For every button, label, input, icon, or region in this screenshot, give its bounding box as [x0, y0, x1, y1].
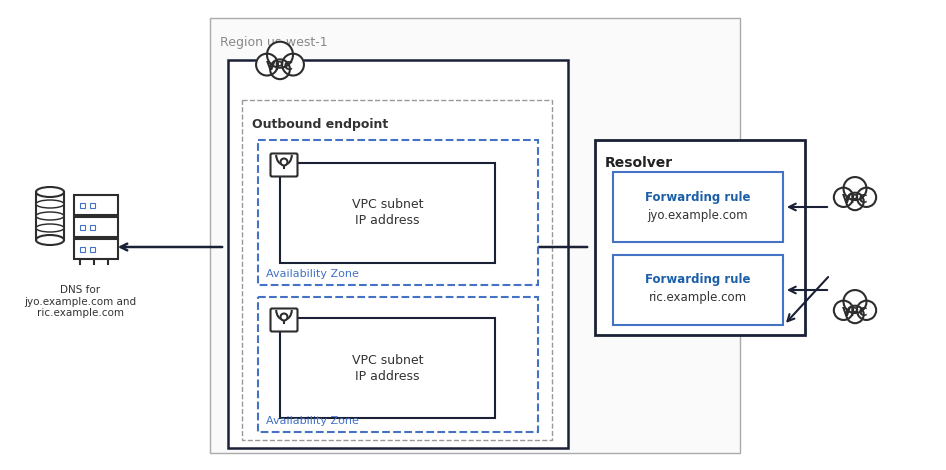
- Text: Region us-west-1: Region us-west-1: [220, 36, 327, 49]
- Text: Forwarding rule: Forwarding rule: [645, 190, 751, 204]
- Bar: [595, 140, 805, 335]
- FancyBboxPatch shape: [271, 154, 297, 177]
- Ellipse shape: [36, 235, 64, 245]
- Circle shape: [847, 193, 864, 210]
- Text: IP address: IP address: [356, 369, 420, 383]
- Text: VPC subnet: VPC subnet: [352, 198, 423, 212]
- Ellipse shape: [36, 224, 64, 232]
- Bar: [280, 163, 495, 263]
- Text: VPC subnet: VPC subnet: [352, 353, 423, 367]
- Ellipse shape: [36, 187, 64, 197]
- Ellipse shape: [36, 212, 64, 220]
- Bar: [258, 297, 538, 432]
- Bar: [80, 246, 85, 251]
- Bar: [74, 217, 118, 237]
- Bar: [210, 18, 740, 453]
- Text: ric.example.com: ric.example.com: [649, 291, 747, 305]
- Text: VPC: VPC: [842, 306, 868, 319]
- Text: Availability Zone: Availability Zone: [266, 416, 359, 426]
- Circle shape: [833, 301, 853, 320]
- Circle shape: [282, 54, 304, 76]
- Circle shape: [281, 313, 288, 321]
- Bar: [242, 100, 552, 440]
- Bar: [90, 246, 95, 251]
- Bar: [258, 140, 538, 285]
- Ellipse shape: [36, 200, 64, 208]
- Bar: [613, 255, 783, 325]
- Text: Resolver: Resolver: [605, 156, 674, 170]
- Text: Forwarding rule: Forwarding rule: [645, 274, 751, 287]
- Text: DNS for
jyo.example.com and
ric.example.com: DNS for jyo.example.com and ric.example.…: [24, 285, 136, 318]
- Text: VPC: VPC: [842, 193, 868, 206]
- Bar: [613, 172, 783, 242]
- Text: VPC: VPC: [266, 60, 294, 73]
- Circle shape: [847, 306, 864, 323]
- Circle shape: [256, 54, 278, 76]
- Bar: [80, 225, 85, 229]
- Circle shape: [857, 301, 876, 320]
- FancyBboxPatch shape: [271, 308, 297, 331]
- Circle shape: [833, 188, 853, 207]
- Circle shape: [844, 290, 867, 313]
- Circle shape: [267, 42, 293, 68]
- Bar: [228, 60, 568, 448]
- Text: IP address: IP address: [356, 214, 420, 227]
- Text: jyo.example.com: jyo.example.com: [648, 209, 748, 221]
- Circle shape: [271, 59, 289, 79]
- Circle shape: [844, 177, 867, 200]
- Bar: [80, 203, 85, 207]
- Bar: [74, 195, 118, 215]
- Bar: [74, 239, 118, 259]
- Circle shape: [281, 158, 288, 165]
- Bar: [36, 192, 64, 240]
- Text: Availability Zone: Availability Zone: [266, 269, 359, 279]
- Text: Outbound endpoint: Outbound endpoint: [252, 118, 388, 131]
- Bar: [90, 203, 95, 207]
- Bar: [90, 225, 95, 229]
- Bar: [280, 318, 495, 418]
- Circle shape: [857, 188, 876, 207]
